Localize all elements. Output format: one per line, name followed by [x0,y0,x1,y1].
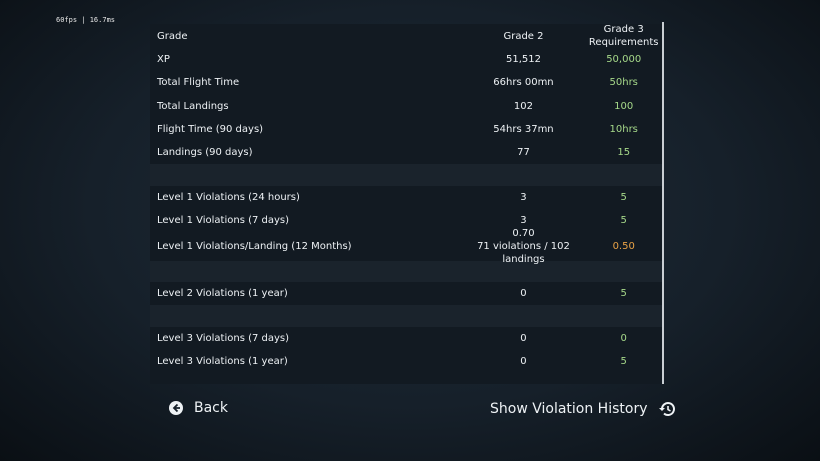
current-value: 0 [520,356,527,368]
current-cell: 77 [462,146,586,159]
row-label: Total Flight Time [157,77,240,89]
required-value: 10hrs [609,124,638,136]
current-detail: 71 violations / 102 landings [477,241,570,266]
back-label: Back [194,400,228,416]
current-cell: 54hrs 37mn [462,123,586,136]
section-separator [150,260,662,283]
history-label: Show Violation History [490,401,648,417]
row-label: Landings (90 days) [157,147,253,159]
current-cell: 0 [462,355,586,368]
scrollbar[interactable] [662,22,664,384]
current-value: 3 [520,192,527,204]
required-value: 5 [620,356,627,368]
current-cell: 66hrs 00mn [462,76,586,89]
current-cell: 0 [462,332,586,345]
table-row: Level 1 Violations (24 hours) 3 5 [150,186,662,209]
table-row: Total Landings 102 100 [150,95,662,118]
section-separator [150,164,662,186]
current-value: 0 [520,288,527,300]
header-cell: Grade [157,30,188,42]
table-row: Level 3 Violations (1 year) 0 5 [150,350,662,373]
current-value: 0 [520,333,527,345]
current-cell: 3 [462,214,586,227]
current-value: 0.70 [512,228,535,240]
row-label: Level 1 Violations/Landing (12 Months) [157,241,352,253]
row-label: XP [157,54,170,66]
row-label: Level 1 Violations (24 hours) [157,192,300,204]
table-row: Level 2 Violations (1 year) 0 5 [150,282,662,305]
back-icon [169,401,183,415]
row-label: Level 3 Violations (7 days) [157,333,290,345]
history-icon [658,402,675,417]
required-value: 5 [620,215,627,227]
table-row: XP 51,512 50,000 [150,48,662,71]
history-button[interactable]: Show Violation History [490,400,676,418]
table-row: Total Flight Time 66hrs 00mn 50hrs [150,71,662,94]
table-row: Level 3 Violations (7 days) 0 0 [150,327,662,350]
row-label: Level 1 Violations (7 days) [157,215,290,227]
current-value: 54hrs 37mn [493,124,554,136]
current-cell: 0.70 71 violations / 102 landings [462,227,586,266]
required-value: 50,000 [606,54,642,66]
grade-table: Grade Grade 2 Grade 3 Requirements XP 51,… [150,24,662,384]
row-label: Total Landings [157,100,229,112]
current-value: 3 [520,215,527,227]
current-cell: 102 [462,100,586,113]
current-value: 51,512 [505,54,541,66]
required-value: 15 [617,147,631,159]
row-label: Level 2 Violations (1 year) [157,288,288,300]
header-cell: Grade 3 Requirements [588,24,659,48]
header-row: Grade Grade 2 Grade 3 Requirements [150,24,662,48]
required-value: 0.50 [612,241,635,253]
current-cell: 0 [462,287,586,300]
row-label: Level 3 Violations (1 year) [157,356,288,368]
current-value: 66hrs 00mn [493,77,554,89]
current-cell: 51,512 [462,53,586,66]
required-value: 50hrs [609,77,638,89]
table-row: Flight Time (90 days) 54hrs 37mn 10hrs [150,118,662,141]
row-label: Flight Time (90 days) [157,124,264,136]
fps-counter: 60fps | 16.7ms [56,16,116,24]
current-value: 77 [517,147,530,159]
current-cell: 3 [462,191,586,204]
table-row: Level 1 Violations/Landing (12 Months) 0.… [150,228,662,265]
section-separator [150,305,662,327]
required-value: 0 [620,333,627,345]
current-value: 102 [513,100,534,112]
required-value: 100 [614,100,634,112]
required-value: 5 [620,288,627,300]
back-button[interactable]: Back [168,400,228,416]
table-row: Landings (90 days) 77 15 [150,141,662,164]
required-value: 5 [620,192,627,204]
header-cell: Grade 2 [503,30,544,42]
table-row: Level 1 Violations (7 days) 3 5 [150,209,662,232]
